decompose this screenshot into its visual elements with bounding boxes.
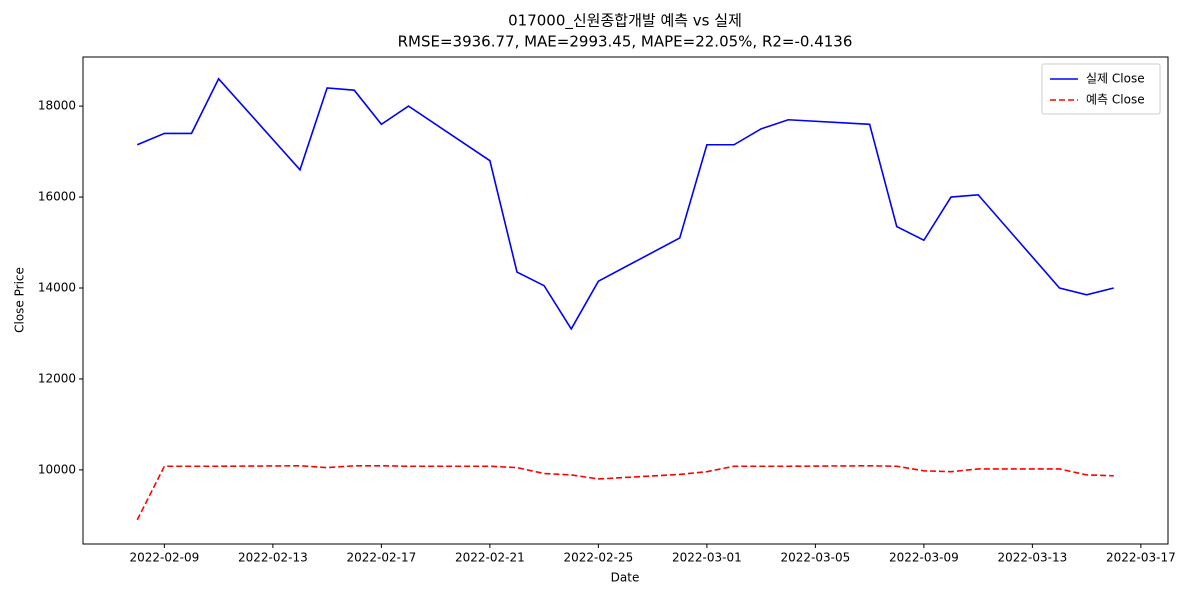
x-tick-label: 2022-02-25 xyxy=(564,551,634,565)
legend-label: 실제 Close xyxy=(1086,72,1145,86)
x-tick-label: 2022-02-21 xyxy=(455,551,525,565)
x-tick-label: 2022-02-13 xyxy=(238,551,308,565)
y-tick-label: 18000 xyxy=(38,99,76,113)
y-tick-label: 14000 xyxy=(38,280,76,294)
legend-box xyxy=(1041,63,1161,115)
y-tick-label: 16000 xyxy=(38,190,76,204)
series-line xyxy=(136,464,1114,521)
x-tick-label: 2022-03-09 xyxy=(889,551,959,565)
y-tick-label: 12000 xyxy=(38,371,76,385)
series-line xyxy=(136,77,1114,331)
chart-title: 017000_신원종합개발 예측 vs 실제 xyxy=(508,12,742,31)
x-tick-label: 2022-02-09 xyxy=(130,551,200,565)
x-tick-label: 2022-03-13 xyxy=(998,551,1068,565)
legend-label: 예측 Close xyxy=(1086,93,1145,107)
x-tick-label: 2022-03-05 xyxy=(781,551,851,565)
x-tick-label: 2022-02-17 xyxy=(347,551,417,565)
y-tick-label: 10000 xyxy=(38,462,76,476)
chart-subtitle: RMSE=3936.77, MAE=2993.45, MAPE=22.05%, … xyxy=(398,33,853,51)
plot-frame xyxy=(82,56,1169,545)
x-axis-label: Date xyxy=(611,571,640,585)
legend: 실제 Close 예측 Close xyxy=(1041,63,1161,115)
y-axis-label: Close Price xyxy=(13,267,27,333)
x-tick-label: 2022-03-17 xyxy=(1106,551,1176,565)
x-tick-label: 2022-03-01 xyxy=(672,551,742,565)
